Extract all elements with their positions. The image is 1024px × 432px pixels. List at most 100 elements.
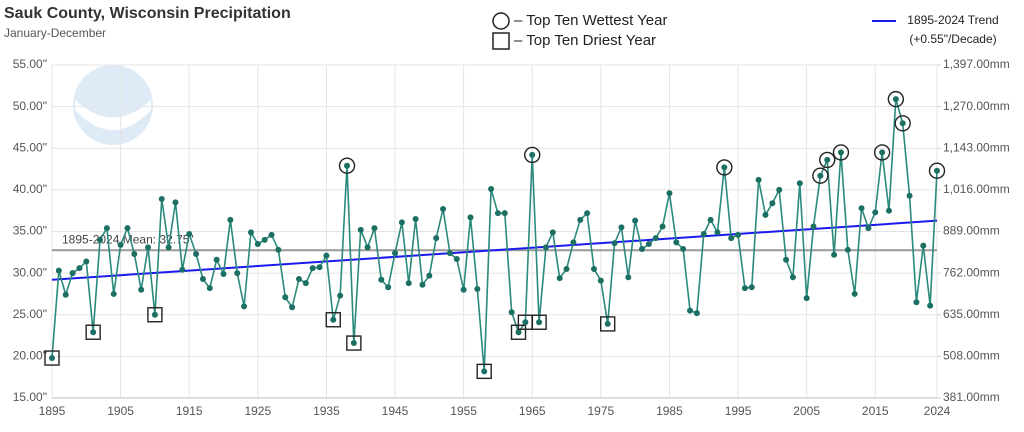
data-point bbox=[728, 235, 735, 242]
data-point bbox=[138, 286, 145, 293]
wettest-marker bbox=[832, 144, 850, 161]
legend-trend-note: (+0.55"/Decade) bbox=[909, 32, 996, 46]
data-point bbox=[247, 229, 254, 236]
y2-tick-label: 508.00mm bbox=[943, 349, 1000, 363]
data-point bbox=[426, 272, 433, 279]
data-point bbox=[55, 267, 62, 274]
data-point bbox=[481, 368, 488, 375]
data-point bbox=[721, 164, 728, 171]
data-point bbox=[302, 280, 309, 287]
data-point bbox=[282, 294, 289, 301]
data-point bbox=[62, 291, 69, 298]
chart-subtitle: January-December bbox=[4, 26, 106, 40]
data-point bbox=[755, 176, 762, 183]
data-point bbox=[714, 229, 721, 236]
data-point bbox=[357, 226, 364, 233]
x-tick-label: 1935 bbox=[313, 404, 340, 418]
x-tick-label: 2015 bbox=[862, 404, 889, 418]
data-point bbox=[611, 240, 618, 247]
data-point bbox=[536, 319, 543, 326]
x-tick-label: 1905 bbox=[107, 404, 134, 418]
data-point bbox=[103, 225, 110, 232]
x-tick-label: 2005 bbox=[793, 404, 820, 418]
data-point bbox=[330, 316, 337, 323]
data-point bbox=[632, 217, 639, 224]
data-point bbox=[831, 251, 838, 258]
wettest-marker bbox=[338, 157, 356, 174]
data-point bbox=[412, 216, 419, 223]
data-point bbox=[693, 310, 700, 317]
y2-tick-label: 381.00mm bbox=[943, 390, 1000, 404]
y-tick-label: 55.00" bbox=[13, 57, 47, 71]
data-point bbox=[131, 250, 138, 257]
data-point bbox=[796, 180, 803, 187]
y-tick-label: 45.00" bbox=[13, 140, 47, 154]
y-tick-label: 20.00" bbox=[13, 349, 47, 363]
data-point bbox=[151, 311, 158, 318]
mean-label: 1895-2024 Mean: 32.75" bbox=[62, 232, 194, 246]
data-point bbox=[261, 236, 268, 243]
x-tick-label: 1985 bbox=[656, 404, 683, 418]
data-point bbox=[453, 255, 460, 262]
y2-tick-label: 762.00mm bbox=[943, 265, 1000, 279]
data-point bbox=[645, 240, 652, 247]
data-point bbox=[542, 244, 549, 251]
legend-wettest-symbol bbox=[492, 12, 510, 30]
legend-trend: 1895-2024 Trend bbox=[907, 13, 998, 27]
x-tick-label: 1925 bbox=[244, 404, 271, 418]
x-tick-label: 2024 bbox=[924, 404, 951, 418]
data-point bbox=[323, 252, 330, 259]
y-tick-label: 15.00" bbox=[13, 390, 47, 404]
data-point bbox=[844, 246, 851, 253]
data-point bbox=[913, 299, 920, 306]
data-point bbox=[433, 235, 440, 242]
data-point bbox=[378, 276, 385, 283]
data-point bbox=[885, 207, 892, 214]
data-point bbox=[906, 192, 913, 199]
y-tick-label: 30.00" bbox=[13, 265, 47, 279]
data-point bbox=[659, 223, 666, 230]
y2-tick-label: 635.00mm bbox=[943, 307, 1000, 321]
wettest-marker bbox=[812, 167, 829, 184]
wettest-marker bbox=[819, 151, 836, 169]
data-point bbox=[467, 214, 474, 221]
driest-marker bbox=[476, 363, 492, 380]
data-point bbox=[206, 285, 213, 292]
data-point bbox=[344, 162, 350, 169]
data-point bbox=[385, 284, 392, 291]
data-point bbox=[837, 149, 844, 156]
data-point bbox=[748, 284, 755, 291]
data-point bbox=[227, 216, 234, 223]
legend-driest: – Top Ten Driest Year bbox=[514, 32, 656, 49]
data-point bbox=[577, 216, 584, 223]
wettest-marker bbox=[716, 159, 733, 176]
data-point bbox=[934, 167, 940, 174]
data-point bbox=[110, 290, 117, 297]
data-point bbox=[666, 190, 673, 197]
noaa-logo bbox=[73, 65, 153, 145]
data-point bbox=[680, 245, 687, 252]
data-point bbox=[172, 199, 179, 206]
data-point bbox=[515, 329, 522, 336]
data-point bbox=[865, 225, 872, 232]
y2-tick-label: 1,270.00mm bbox=[943, 99, 1010, 113]
data-point bbox=[220, 270, 227, 277]
data-point bbox=[494, 210, 501, 217]
data-point bbox=[158, 196, 165, 203]
data-point bbox=[268, 231, 275, 238]
wettest-marker bbox=[894, 115, 911, 132]
data-point bbox=[563, 265, 570, 272]
data-point bbox=[165, 244, 172, 251]
y-tick-label: 25.00" bbox=[13, 307, 47, 321]
data-point bbox=[398, 219, 405, 226]
data-point bbox=[295, 275, 302, 282]
x-tick-label: 1895 bbox=[39, 404, 66, 418]
data-point bbox=[49, 355, 55, 362]
legend-wettest: – Top Ten Wettest Year bbox=[514, 12, 667, 29]
y-tick-label: 35.00" bbox=[13, 224, 47, 238]
data-point bbox=[687, 307, 694, 314]
data-point bbox=[97, 236, 104, 243]
data-point bbox=[179, 266, 186, 273]
data-point bbox=[570, 239, 577, 246]
